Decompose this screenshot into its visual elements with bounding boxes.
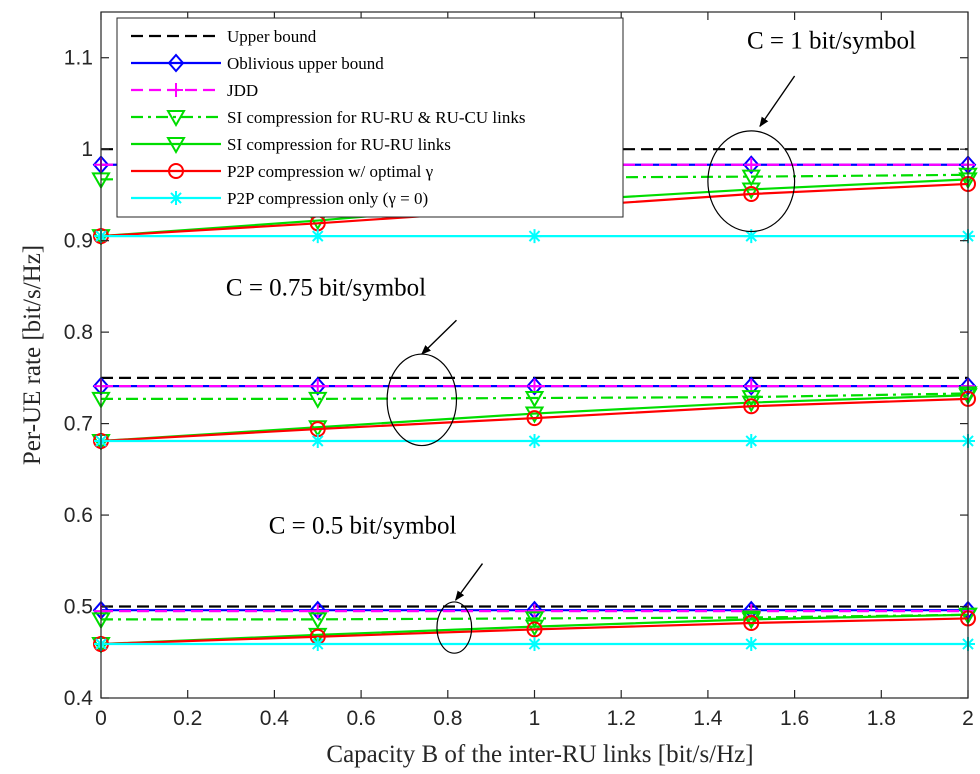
- x-tick-label: 0.2: [173, 707, 202, 730]
- data-point: [309, 376, 327, 396]
- x-tick-label: 0: [95, 707, 107, 730]
- data-point: [526, 621, 543, 638]
- series-line: [101, 613, 969, 621]
- annotation-arrow: [421, 319, 457, 355]
- annotation-label: C = 1 bit/symbol: [747, 28, 916, 55]
- data-point: [524, 406, 545, 424]
- series-line: [100, 394, 969, 443]
- data-point: [308, 391, 328, 409]
- data-point: [744, 229, 759, 244]
- data-point: [527, 433, 542, 448]
- y-tick-label: 0.7: [64, 413, 93, 436]
- y-axis-label: Per-UE rate [bit/s/Hz]: [19, 245, 46, 465]
- data-point: [524, 619, 545, 637]
- annotation-layer: C = 1 bit/symbol C = 0.75 bit/symbol C = 0…: [226, 28, 916, 654]
- data-point: [527, 604, 542, 619]
- annotation-label: C = 0.75 bit/symbol: [226, 275, 426, 302]
- data-point: [308, 612, 328, 630]
- legend-label: SI compression for RU-RU & RU-CU links: [227, 108, 525, 127]
- x-tick-label: 1.2: [607, 707, 636, 730]
- data-point: [742, 155, 760, 175]
- data-point: [526, 376, 543, 396]
- x-tick-label: 0.8: [433, 707, 462, 730]
- y-tick-label: 0.4: [64, 687, 94, 710]
- legend-marker: [166, 110, 186, 128]
- data-point: [743, 398, 760, 415]
- data-point: [310, 637, 325, 652]
- data-point: [310, 433, 325, 448]
- series-line: [101, 392, 969, 401]
- legend-label: JDD: [227, 81, 258, 100]
- data-point: [524, 611, 545, 629]
- data-point: [744, 157, 759, 172]
- x-tick-label: 1: [529, 707, 541, 730]
- x-tick-label: 0.6: [346, 707, 375, 730]
- x-tick-label: 2: [962, 707, 974, 730]
- x-axis-label: Capacity B of the inter-RU links [bit/s/…: [326, 741, 753, 768]
- x-tick-label: 1.4: [693, 707, 723, 730]
- legend-label: P2P compression w/ optimal γ: [227, 162, 434, 181]
- legend-marker: [167, 53, 185, 73]
- y-tick-label: 1: [81, 138, 93, 161]
- data-point: [527, 229, 542, 244]
- data-point: [309, 600, 327, 620]
- x-tick-label: 1.6: [780, 707, 809, 730]
- data-point: [741, 390, 761, 408]
- annotation-ellipse: [707, 130, 796, 233]
- data-point: [741, 395, 761, 413]
- data-point: [524, 390, 545, 409]
- series-line: [100, 617, 969, 646]
- legend-label: Upper bound: [227, 27, 317, 46]
- data-point: [527, 637, 542, 652]
- y-tick-label: 0.8: [64, 321, 93, 344]
- annotation-label: C = 0.5 bit/symbol: [269, 512, 457, 539]
- legend-box: [116, 17, 624, 218]
- axis-layer: 0 0.2 0.4 0.6 0.8 1 1.2 1.4 1.6 1.8 2 0.4 0.5 0.6 0.7 0…: [64, 12, 974, 730]
- data-point: [743, 614, 760, 631]
- y-tick-label: 0.9: [64, 230, 93, 253]
- series-line: [100, 397, 969, 443]
- series-line: [100, 613, 969, 646]
- legend-marker: [169, 191, 183, 205]
- legend: Upper bound Oblivious upper bound JDD SI co…: [116, 17, 624, 218]
- y-tick-label: 1.1: [64, 47, 93, 70]
- data-point: [310, 229, 325, 244]
- legend-label: Oblivious upper bound: [227, 54, 384, 73]
- data-point: [741, 169, 761, 187]
- data-point: [743, 186, 760, 203]
- data-point: [310, 604, 325, 619]
- legend-marker: [169, 83, 183, 97]
- y-tick-label: 0.6: [64, 504, 93, 527]
- x-tick-label: 0.4: [260, 707, 290, 730]
- data-point: [310, 379, 325, 394]
- annotation-arrow: [455, 563, 484, 601]
- data-point: [741, 612, 761, 630]
- legend-label: SI compression for RU-RU links: [227, 135, 451, 154]
- data-point: [744, 433, 759, 448]
- legend-marker: [166, 137, 186, 155]
- annotation-arrow: [759, 75, 796, 128]
- y-tick-label: 0.5: [64, 596, 93, 619]
- annotation-ellipse: [436, 601, 473, 654]
- data-point: [527, 379, 542, 394]
- data-point: [744, 637, 759, 652]
- x-tick-label: 1.8: [867, 707, 896, 730]
- legend-label: P2P compression only (γ = 0): [227, 189, 428, 208]
- data-point: [526, 410, 543, 427]
- data-point: [741, 182, 761, 200]
- legend-marker: [168, 163, 184, 179]
- data-point: [742, 376, 760, 396]
